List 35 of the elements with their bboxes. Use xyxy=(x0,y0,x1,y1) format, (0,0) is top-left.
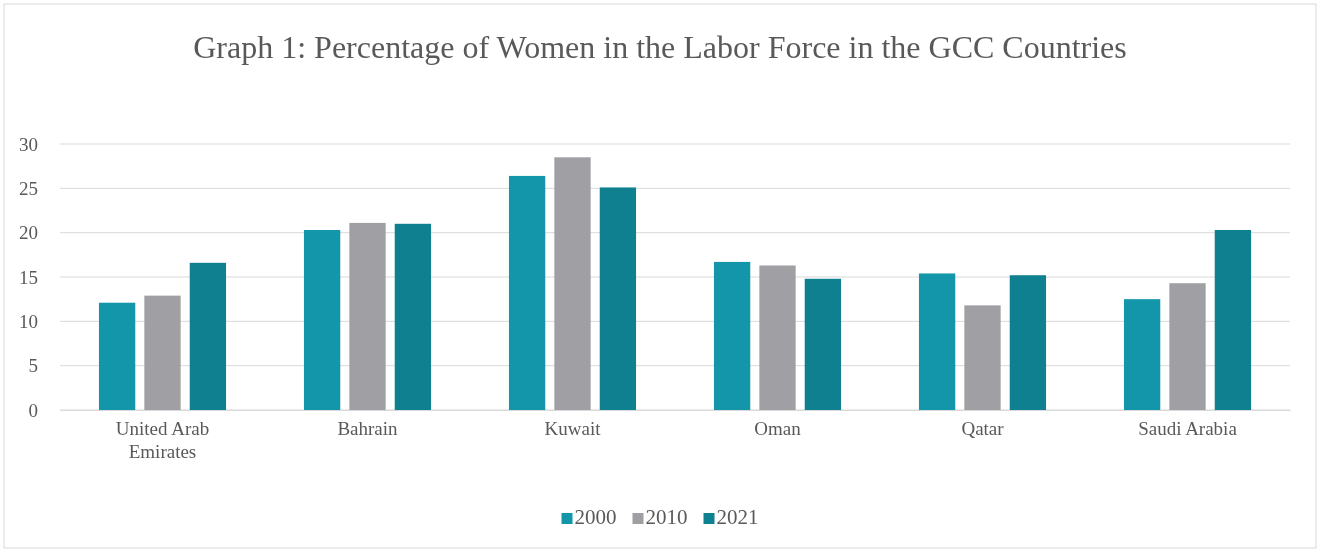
bar xyxy=(599,187,637,410)
x-tick-label: Oman xyxy=(754,418,802,440)
legend-label: 2010 xyxy=(645,505,688,529)
x-tick-label: Kuwait xyxy=(544,418,602,440)
bar xyxy=(759,265,796,410)
y-tick-label: 5 xyxy=(28,355,38,377)
bar xyxy=(554,157,591,410)
y-tick-label: 15 xyxy=(19,266,38,288)
legend-label: 2000 xyxy=(574,505,617,529)
bar xyxy=(144,295,181,410)
bar xyxy=(394,223,432,410)
x-tick-label: Qatar xyxy=(961,418,1005,440)
bar xyxy=(98,302,136,410)
bar xyxy=(1169,283,1206,410)
chart-title: Graph 1: Percentage of Women in the Labor Force in the GCC Countries xyxy=(193,29,1127,65)
bar xyxy=(1009,275,1047,410)
y-tick-label: 25 xyxy=(19,177,38,199)
bar xyxy=(189,262,227,410)
x-tick-label: Saudi Arabia xyxy=(1138,418,1238,440)
bar xyxy=(1123,299,1161,410)
bar xyxy=(508,175,546,410)
x-tick-label: Bahrain xyxy=(337,418,399,440)
y-tick-label: 0 xyxy=(28,399,38,421)
bar xyxy=(713,261,751,410)
x-tick-label: United Arab Emirates xyxy=(115,418,210,463)
bar xyxy=(1214,230,1252,410)
bar xyxy=(918,273,956,410)
y-tick-label: 30 xyxy=(19,133,38,155)
bar xyxy=(964,305,1001,410)
y-tick-label: 20 xyxy=(19,222,38,244)
bar xyxy=(303,230,341,410)
bar xyxy=(804,278,842,410)
y-tick-label: 10 xyxy=(19,310,38,332)
bar xyxy=(349,222,386,410)
legend-label: 2021 xyxy=(716,505,759,529)
